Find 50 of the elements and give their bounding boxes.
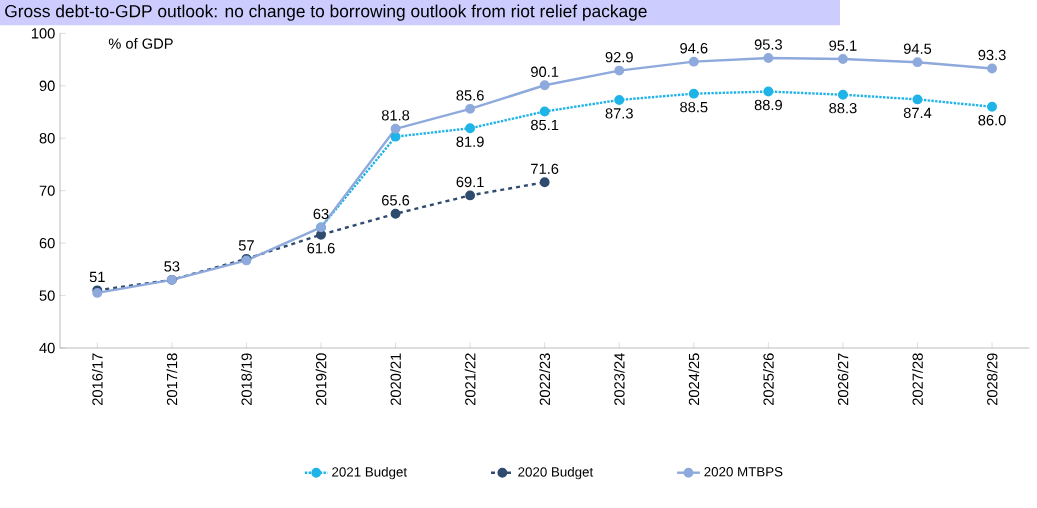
x-tick-label: 2018/19	[241, 353, 252, 405]
data-label: 95.3	[754, 39, 782, 50]
chart-title: Gross debt-to-GDP outlook: no change to borrowing outlook from riot relief package	[5, 4, 647, 21]
data-label: 85.6	[456, 90, 484, 101]
y-tick-label: 80	[39, 133, 55, 144]
data-label: 63	[313, 208, 329, 220]
data-label: 65.6	[382, 195, 410, 206]
data-label: 61.6	[307, 243, 335, 254]
x-tick-label: 2017/18	[166, 353, 178, 405]
data-label: 85.1	[531, 119, 559, 131]
y-tick-label: 50	[39, 290, 55, 301]
legend-label: 2020 Budget	[518, 466, 594, 480]
x-tick-label: 2021/22	[464, 353, 476, 405]
data-label: 94.6	[680, 43, 708, 54]
y-tick-label: 40	[39, 342, 55, 354]
data-label: 88.9	[754, 99, 782, 111]
data-label: 81.8	[381, 110, 410, 121]
x-tick-label: 2025/26	[762, 353, 774, 405]
annotation: % of GDP	[108, 38, 173, 49]
x-tick-label: 2026/27	[837, 353, 849, 405]
data-label: 90.1	[531, 66, 559, 77]
data-label: 95.1	[829, 40, 857, 51]
data-label: 86.0	[978, 115, 1006, 126]
x-tick-label: 2024/25	[688, 353, 700, 405]
data-label: 93.3	[978, 49, 1006, 61]
data-label: 57	[238, 240, 254, 251]
y-tick-label: 100	[31, 28, 55, 39]
x-tick-label: 2020/21	[390, 353, 401, 405]
data-label: 92.9	[605, 51, 633, 63]
data-label: 88.5	[680, 101, 708, 113]
data-label: 51	[89, 271, 105, 283]
data-label: 53	[164, 261, 180, 272]
x-tick-label: 2016/17	[91, 353, 103, 405]
legend-label: 2020 MTBPS	[704, 467, 783, 477]
legend-label: 2021 Budget	[332, 466, 407, 480]
x-tick-label: 2027/28	[912, 353, 923, 405]
x-tick-label: 2019/20	[315, 353, 327, 405]
x-tick-label: 2023/24	[613, 353, 625, 405]
y-tick-label: 70	[39, 185, 55, 196]
x-tick-label: 2028/29	[986, 353, 998, 405]
data-label: 71.6	[531, 163, 559, 175]
x-tick-label: 2022/23	[539, 353, 551, 405]
data-label: 81.9	[456, 136, 484, 147]
data-label: 69.1	[456, 176, 484, 188]
data-label: 87.3	[605, 108, 633, 119]
data-label: 87.4	[903, 107, 932, 119]
y-tick-label: 90	[39, 80, 55, 91]
y-tick-label: 60	[39, 237, 55, 249]
data-label: 94.5	[903, 43, 932, 54]
data-label: 88.3	[829, 102, 857, 114]
